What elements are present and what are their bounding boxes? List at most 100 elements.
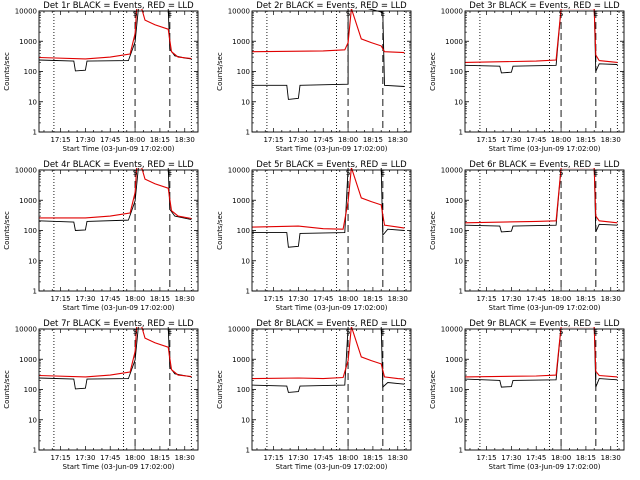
y-tick-label: 1000 — [232, 197, 250, 205]
x-tick-label: 18:00 — [338, 136, 358, 144]
x-tick-label: 18:15 — [363, 136, 383, 144]
x-tick-label: 17:45 — [100, 454, 120, 462]
x-tick-label: 17:30 — [288, 136, 308, 144]
y-tick-label: 100 — [24, 386, 37, 394]
x-tick-label: 18:15 — [150, 295, 170, 303]
x-tick-label: 17:30 — [288, 295, 308, 303]
plot-frame — [464, 10, 625, 133]
x-axis-label: Start Time (03-Jun-09 17:02:00) — [489, 145, 601, 153]
x-tick-label: 17:30 — [288, 454, 308, 462]
lld-series-line — [252, 327, 405, 380]
y-tick-label: 10 — [28, 257, 37, 265]
y-tick-label: 1 — [246, 288, 250, 296]
y-tick-label: 1000 — [445, 197, 463, 205]
x-axis-label: Start Time (03-Jun-09 17:02:00) — [63, 463, 175, 471]
y-tick-label: 1000 — [445, 356, 463, 364]
x-tick-label: 18:30 — [388, 136, 408, 144]
y-tick-label: 100 — [237, 68, 250, 76]
time-marker-E: E — [594, 10, 598, 18]
x-tick-label: 17:45 — [313, 295, 333, 303]
x-tick-label: 17:30 — [75, 295, 95, 303]
y-tick-label: 1 — [33, 129, 37, 137]
lld-series-line — [39, 9, 192, 60]
events-series-line — [252, 327, 405, 393]
plot-frame — [38, 169, 199, 292]
x-tick-label: 17:45 — [313, 136, 333, 144]
y-axis-label: Counts/sec — [216, 370, 224, 409]
panel-8: Det 8r BLACK = Events, RED = LLD Counts/s… — [216, 319, 412, 471]
panel-title: Det 2r BLACK = Events, RED = LLD — [256, 1, 407, 11]
x-tick-label: 18:00 — [125, 454, 145, 462]
y-tick-label: 100 — [450, 227, 463, 235]
x-tick-label: 17:30 — [501, 454, 521, 462]
x-tick-label: 17:15 — [50, 295, 70, 303]
time-marker-S: S — [559, 328, 564, 336]
y-tick-label: 10 — [28, 98, 37, 106]
panel-title: Det 9r BLACK = Events, RED = LLD — [469, 319, 620, 329]
y-tick-label: 10000 — [441, 8, 463, 16]
x-tick-label: 18:15 — [576, 295, 596, 303]
events-series-line — [465, 9, 618, 74]
x-tick-label: 17:45 — [313, 454, 333, 462]
time-marker-E: E — [381, 328, 385, 336]
y-tick-label: 10 — [454, 257, 463, 265]
x-axis-label: Start Time (03-Jun-09 17:02:00) — [276, 145, 388, 153]
x-tick-label: 18:15 — [576, 454, 596, 462]
x-tick-label: 18:30 — [601, 136, 621, 144]
x-tick-label: 17:15 — [263, 295, 283, 303]
y-tick-label: 10 — [454, 416, 463, 424]
x-tick-label: 17:15 — [476, 454, 496, 462]
time-marker-S: S — [559, 10, 564, 18]
y-tick-label: 1000 — [19, 356, 37, 364]
x-tick-label: 17:15 — [50, 454, 70, 462]
events-series-line — [252, 168, 405, 248]
panel-title: Det 5r BLACK = Events, RED = LLD — [256, 160, 407, 170]
panel-title: Det 4r BLACK = Events, RED = LLD — [43, 160, 194, 170]
lld-series-line — [252, 168, 405, 230]
y-tick-label: 10000 — [15, 167, 37, 175]
y-axis-label: Counts/sec — [429, 52, 437, 91]
x-tick-label: 17:15 — [263, 454, 283, 462]
time-marker-E: E — [168, 10, 172, 18]
time-marker-E: E — [594, 328, 598, 336]
x-tick-label: 18:30 — [175, 136, 195, 144]
y-axis-label: Counts/sec — [216, 52, 224, 91]
panel-5: Det 5r BLACK = Events, RED = LLD Counts/s… — [216, 160, 412, 312]
panel-2: Det 2r BLACK = Events, RED = LLD Counts/s… — [216, 1, 412, 153]
time-marker-S: S — [346, 10, 351, 18]
x-tick-label: 18:30 — [388, 454, 408, 462]
lld-series-line — [39, 327, 192, 378]
time-marker-S: S — [346, 328, 351, 336]
y-tick-label: 100 — [24, 227, 37, 235]
y-axis-label: Counts/sec — [3, 370, 11, 409]
y-tick-label: 1 — [459, 129, 463, 137]
lld-series-line — [39, 168, 192, 220]
y-axis-label: Counts/sec — [3, 211, 11, 250]
plot-frame — [251, 10, 412, 133]
plot-frame — [464, 169, 625, 292]
y-tick-label: 1000 — [19, 197, 37, 205]
x-tick-label: 18:00 — [551, 295, 571, 303]
x-tick-label: 17:30 — [75, 454, 95, 462]
panel-1: Det 1r BLACK = Events, RED = LLD Counts/s… — [3, 1, 199, 153]
y-tick-label: 1000 — [232, 38, 250, 46]
x-tick-label: 18:00 — [338, 295, 358, 303]
y-tick-label: 1000 — [19, 38, 37, 46]
panel-title: Det 1r BLACK = Events, RED = LLD — [43, 1, 194, 11]
y-axis-label: Counts/sec — [429, 211, 437, 250]
time-marker-S: S — [133, 10, 138, 18]
y-tick-label: 10000 — [228, 167, 250, 175]
x-tick-label: 17:45 — [526, 136, 546, 144]
x-tick-label: 18:30 — [175, 295, 195, 303]
time-marker-E: E — [381, 10, 385, 18]
y-axis-label: Counts/sec — [3, 52, 11, 91]
plot-frame — [464, 328, 625, 451]
y-tick-label: 100 — [450, 68, 463, 76]
events-series-line — [465, 168, 618, 233]
panel-title: Det 8r BLACK = Events, RED = LLD — [256, 319, 407, 329]
x-tick-label: 18:30 — [175, 454, 195, 462]
events-series-line — [39, 168, 192, 231]
x-tick-label: 17:15 — [50, 136, 70, 144]
events-series-line — [252, 9, 405, 100]
time-marker-E: E — [168, 169, 172, 177]
